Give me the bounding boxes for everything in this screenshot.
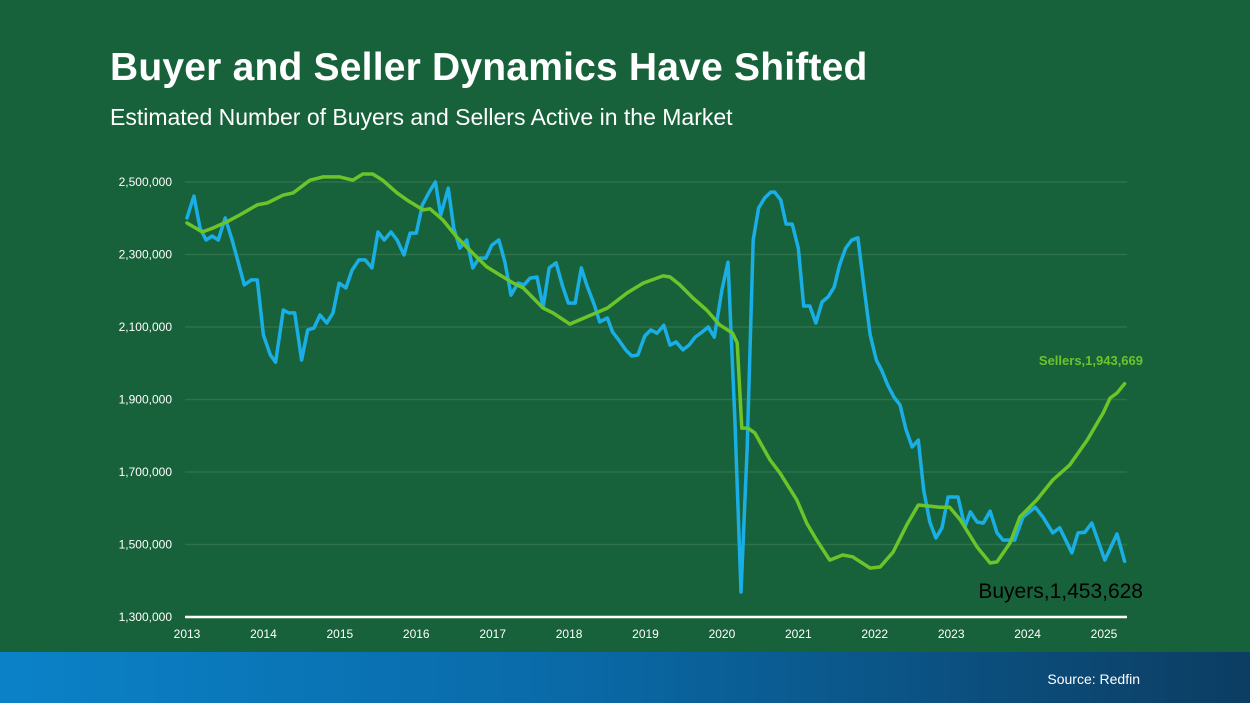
y-tick-label: 2,300,000 (119, 248, 173, 262)
gridlines (185, 181, 1127, 546)
y-axis-ticks: 1,300,000 1,500,000 1,700,000 1,900,000 2,10… (119, 175, 173, 624)
x-tick-label: 2023 (938, 627, 965, 641)
x-tick-label: 2022 (861, 627, 888, 641)
y-tick-label: 1,300,000 (119, 610, 173, 624)
chart-subtitle: Estimated Number of Buyers and Sellers A… (110, 104, 733, 130)
y-tick-label: 1,700,000 (119, 465, 173, 479)
x-tick-label: 2024 (1014, 627, 1041, 641)
x-tick-label: 2018 (556, 627, 583, 641)
chart-title: Buyer and Seller Dynamics Have Shifted (110, 46, 868, 89)
x-tick-label: 2015 (326, 627, 353, 641)
x-tick-label: 2020 (709, 627, 736, 641)
x-tick-label: 2013 (174, 627, 201, 641)
y-tick-label: 1,900,000 (119, 393, 173, 407)
footer-band: Source: Redfin (0, 652, 1250, 703)
y-tick-label: 1,500,000 (119, 538, 173, 552)
buyers-label: Buyers,1,453,628 (978, 580, 1143, 603)
buyers-line (185, 180, 1127, 594)
y-tick-label: 2,500,000 (119, 175, 173, 189)
sellers-line (185, 172, 1127, 570)
x-tick-label: 2021 (785, 627, 812, 641)
x-tick-label: 2017 (479, 627, 506, 641)
series-lines (185, 172, 1127, 594)
source-text: Source: Redfin (1047, 671, 1140, 687)
sellers-label: Sellers,1,943,669 (1039, 353, 1143, 368)
x-tick-label: 2025 (1091, 627, 1118, 641)
y-tick-label: 2,100,000 (119, 320, 173, 334)
x-axis-ticks: 2013 2014 2015 2016 2017 2018 2019 2020 2021 2022… (174, 627, 1118, 641)
x-tick-label: 2014 (250, 627, 277, 641)
x-tick-label: 2016 (403, 627, 430, 641)
x-tick-label: 2019 (632, 627, 659, 641)
